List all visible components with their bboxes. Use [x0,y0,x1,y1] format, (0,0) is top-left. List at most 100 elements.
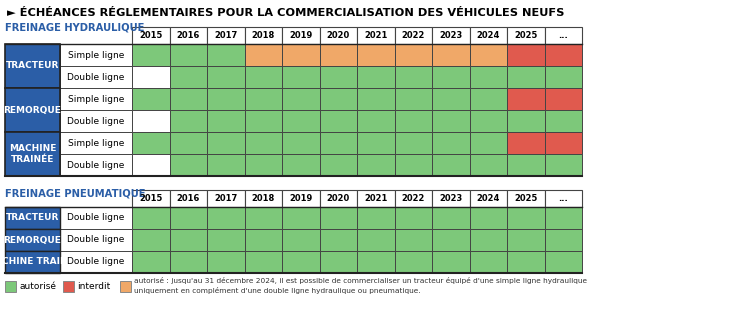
Bar [394,66,432,88]
Text: ...: ... [558,194,568,203]
Bar [394,190,432,207]
Bar [545,154,582,176]
Bar [170,110,207,132]
Bar [545,132,582,154]
Bar [207,132,244,154]
Bar [507,27,545,44]
Bar [132,207,170,229]
Bar [357,229,394,251]
Bar [507,110,545,132]
Bar [207,66,244,88]
Text: TRACTEUR: TRACTEUR [6,62,59,70]
Text: Double ligne: Double ligne [67,258,125,267]
Text: 2015: 2015 [139,194,162,203]
Text: 2022: 2022 [402,194,425,203]
Bar [507,154,545,176]
Text: 2024: 2024 [477,194,500,203]
Bar [394,229,432,251]
Bar [357,132,394,154]
Bar [282,44,320,66]
Bar [244,66,282,88]
Bar [432,88,470,110]
Text: 2023: 2023 [439,31,462,40]
Bar [132,190,170,207]
Bar [170,229,207,251]
Bar [394,110,432,132]
Bar [170,190,207,207]
Bar [132,44,170,66]
Bar [357,207,394,229]
Bar [432,132,470,154]
Text: TRACTEUR: TRACTEUR [6,213,59,222]
Bar [432,66,470,88]
Bar [357,88,394,110]
Bar [507,88,545,110]
Bar [470,88,507,110]
Bar [207,229,244,251]
Bar [5,281,16,292]
Bar [470,66,507,88]
Bar [394,207,432,229]
Text: MACHINE TRAINÉE: MACHINE TRAINÉE [0,258,79,267]
Bar [60,110,132,132]
Bar [244,207,282,229]
Bar [470,154,507,176]
Bar [60,66,132,88]
Text: 2021: 2021 [364,194,388,203]
Bar [432,251,470,273]
Bar [60,132,132,154]
Bar [207,251,244,273]
Bar [282,207,320,229]
Bar [282,154,320,176]
Bar [394,251,432,273]
Text: Simple ligne: Simple ligne [68,51,124,60]
Bar [170,66,207,88]
Bar [60,154,132,176]
Bar [470,110,507,132]
Text: ...: ... [558,31,568,40]
Bar [244,110,282,132]
Text: MACHINE
TRAINÉE: MACHINE TRAINÉE [9,144,56,164]
Bar [207,154,244,176]
Bar [207,88,244,110]
Bar [170,132,207,154]
Bar [470,251,507,273]
Bar [60,44,132,66]
Bar [507,66,545,88]
Bar [244,44,282,66]
Text: 2018: 2018 [252,194,275,203]
Bar [207,190,244,207]
Bar [60,207,132,229]
Text: 2019: 2019 [289,31,312,40]
Bar [207,207,244,229]
Bar [63,281,74,292]
Bar [5,207,60,229]
Bar [545,207,582,229]
Bar [432,110,470,132]
Bar [132,88,170,110]
Text: Double ligne: Double ligne [67,213,125,222]
Bar [5,88,60,132]
Bar [507,44,545,66]
Bar [132,132,170,154]
Bar [282,88,320,110]
Text: 2025: 2025 [514,31,537,40]
Text: 2019: 2019 [289,194,312,203]
Bar [170,207,207,229]
Bar [244,251,282,273]
Bar [320,110,357,132]
Bar [357,110,394,132]
Bar [545,66,582,88]
Bar [320,207,357,229]
Bar [60,229,132,251]
Text: 2018: 2018 [252,31,275,40]
Bar [432,229,470,251]
Bar [432,207,470,229]
Text: Double ligne: Double ligne [67,117,125,126]
Bar [207,44,244,66]
Text: REMORQUE: REMORQUE [4,106,61,115]
Bar [357,190,394,207]
Text: autorisé: autorisé [19,282,56,291]
Bar [545,27,582,44]
Bar [470,190,507,207]
